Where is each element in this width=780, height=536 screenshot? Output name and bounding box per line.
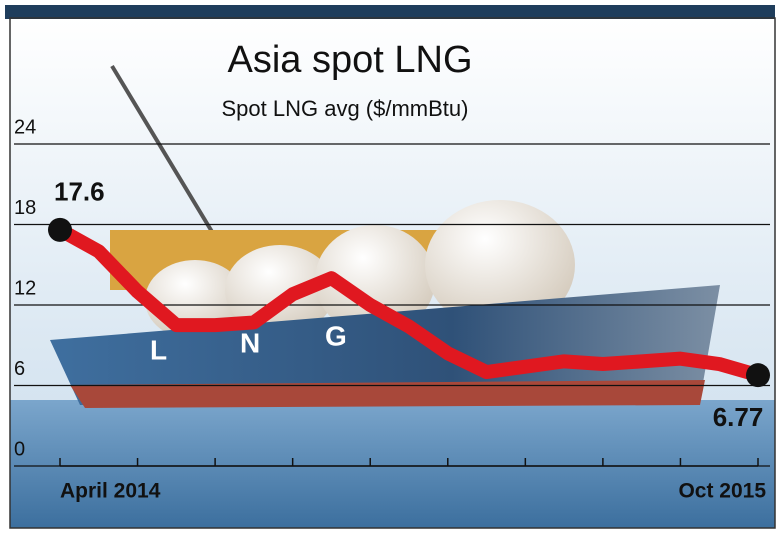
- y-tick-label: 18: [14, 197, 36, 219]
- line-series: [53, 222, 765, 383]
- y-tick-label: 6: [14, 358, 25, 380]
- end-marker: [48, 217, 72, 242]
- end-marker: [746, 363, 770, 388]
- y-tick-label: 12: [14, 277, 36, 299]
- svg-text:L: L: [150, 334, 167, 365]
- x-tick-label: Oct 2015: [678, 480, 766, 503]
- chart-title: Asia spot LNG: [228, 39, 473, 81]
- svg-text:N: N: [240, 327, 260, 358]
- svg-text:G: G: [325, 320, 347, 351]
- data-label: 17.6: [54, 177, 105, 207]
- chart-subtitle: Spot LNG avg ($/mmBtu): [222, 96, 469, 121]
- y-tick-label: 24: [14, 116, 36, 138]
- data-label: 6.77: [713, 402, 764, 432]
- y-tick-label: 0: [14, 438, 25, 460]
- x-tick-label: April 2014: [60, 480, 161, 503]
